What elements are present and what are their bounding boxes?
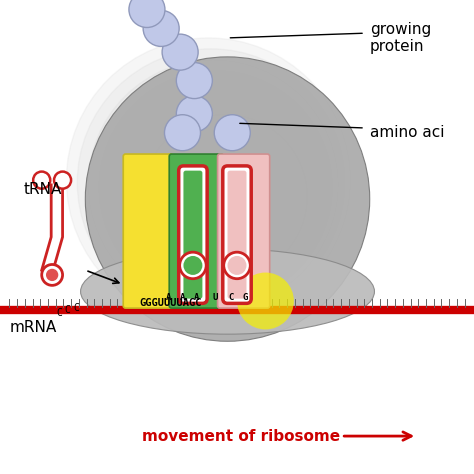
- FancyBboxPatch shape: [179, 166, 207, 303]
- Circle shape: [54, 172, 71, 189]
- Circle shape: [85, 57, 370, 341]
- Text: GGGUUUUAGC: GGGUUUUAGC: [140, 298, 202, 308]
- Circle shape: [129, 0, 165, 27]
- Text: A: A: [165, 293, 171, 302]
- Circle shape: [99, 71, 332, 304]
- Circle shape: [183, 256, 202, 275]
- Text: U: U: [213, 293, 219, 302]
- Circle shape: [66, 38, 351, 322]
- Circle shape: [46, 269, 58, 281]
- Text: C: C: [56, 308, 62, 318]
- FancyBboxPatch shape: [183, 171, 202, 299]
- Text: growing
protein: growing protein: [370, 22, 431, 54]
- Circle shape: [228, 256, 246, 275]
- Text: C: C: [228, 293, 234, 302]
- FancyBboxPatch shape: [218, 154, 270, 308]
- Text: tRNA: tRNA: [24, 182, 62, 197]
- Circle shape: [88, 60, 338, 310]
- FancyBboxPatch shape: [223, 166, 251, 303]
- Text: movement of ribosome: movement of ribosome: [142, 428, 340, 444]
- Circle shape: [224, 252, 250, 279]
- Ellipse shape: [81, 249, 374, 334]
- FancyBboxPatch shape: [123, 154, 173, 308]
- FancyBboxPatch shape: [169, 154, 224, 308]
- Circle shape: [164, 115, 201, 151]
- Circle shape: [110, 82, 326, 298]
- Text: A: A: [180, 293, 185, 302]
- Text: G: G: [243, 293, 248, 302]
- Circle shape: [121, 92, 320, 292]
- Circle shape: [237, 273, 294, 329]
- Circle shape: [143, 10, 179, 46]
- Circle shape: [42, 264, 63, 285]
- FancyBboxPatch shape: [228, 171, 246, 299]
- Text: A: A: [194, 293, 200, 302]
- Circle shape: [176, 96, 212, 132]
- Text: C: C: [73, 303, 79, 313]
- Circle shape: [176, 63, 212, 99]
- Circle shape: [162, 34, 198, 70]
- Text: amino aci: amino aci: [370, 125, 444, 140]
- Text: mRNA: mRNA: [9, 319, 57, 335]
- Circle shape: [33, 172, 50, 189]
- Text: C: C: [65, 305, 71, 316]
- Circle shape: [77, 49, 345, 316]
- Circle shape: [180, 252, 206, 279]
- Circle shape: [214, 115, 250, 151]
